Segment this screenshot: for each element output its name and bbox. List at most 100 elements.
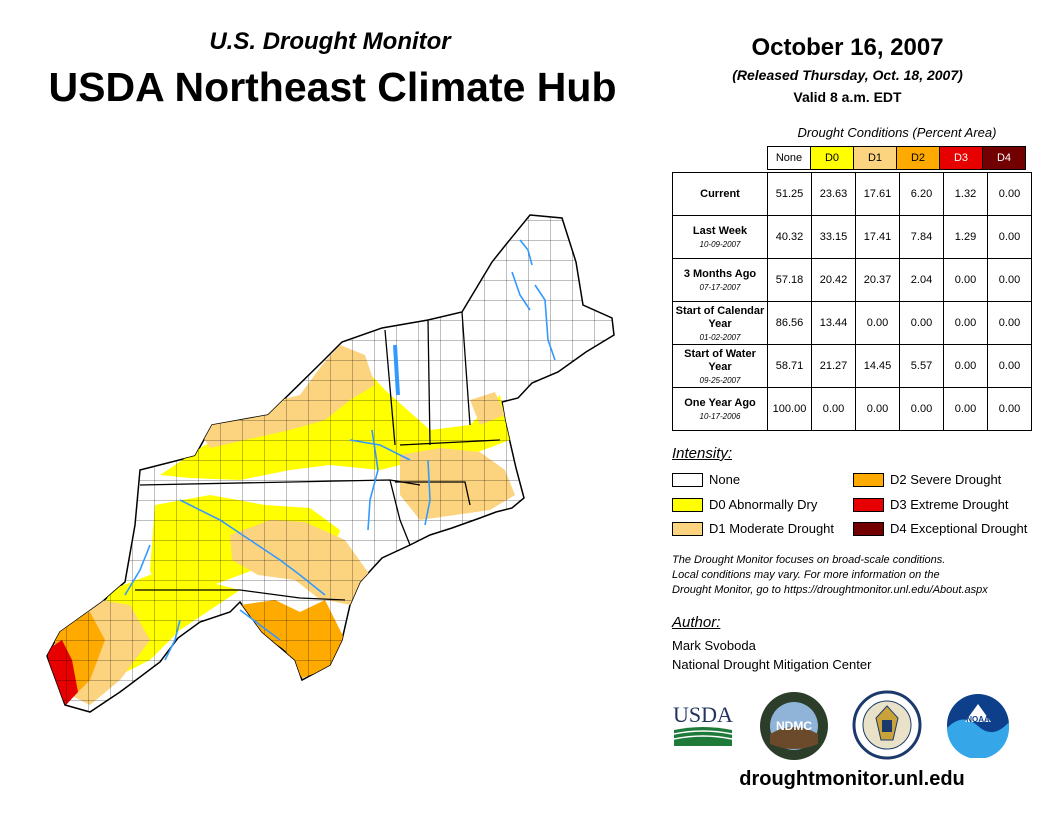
legend-item-d1: D1 Moderate Drought: [672, 521, 834, 536]
table-caption: Drought Conditions (Percent Area): [797, 125, 997, 140]
cell-d3: 0.00: [943, 387, 988, 431]
row-date: 10-09-2007: [699, 240, 741, 249]
cell-none: 58.71: [767, 344, 812, 388]
legend-swatch: [672, 521, 703, 536]
legend-label: D2 Severe Drought: [890, 472, 1002, 487]
row-label-cell: Start of Calendar Year 01-02-2007: [672, 301, 768, 345]
legend-swatch: [672, 472, 703, 487]
disclaimer-note: The Drought Monitor focuses on broad-sca…: [672, 553, 1042, 598]
row-label: Start of Water Year: [684, 347, 756, 373]
cell-d4: 0.00: [987, 301, 1032, 345]
cell-d2: 7.84: [899, 215, 944, 259]
legend-swatch: [853, 521, 884, 536]
table-row: 3 Months Ago 07-17-2007 57.18 20.42 20.37…: [672, 258, 1032, 302]
row-label-cell: Last Week 10-09-2007: [672, 215, 768, 259]
drought-map: [46, 214, 615, 713]
legend-item-none: None: [672, 472, 740, 487]
table-header-row: None D0 D1 D2 D3 D4: [767, 146, 1026, 170]
cell-d0: 23.63: [811, 172, 856, 216]
author-name: Mark Svoboda: [672, 638, 756, 653]
legend-label: D4 Exceptional Drought: [890, 521, 1028, 536]
cell-d2: 2.04: [899, 258, 944, 302]
row-date: 10-17-2006: [699, 412, 741, 421]
usda-logo-text: USDA: [673, 702, 733, 727]
legend-swatch: [672, 497, 703, 512]
legend-swatch: [853, 497, 884, 512]
row-date: 01-02-2007: [699, 332, 741, 342]
cell-d1: 20.37: [855, 258, 900, 302]
row-label: Start of Calendar Year: [675, 304, 765, 330]
rivers: [124, 271, 556, 661]
column-header-d3: D3: [939, 146, 983, 170]
cell-none: 86.56: [767, 301, 812, 345]
valid-time: Valid 8 a.m. EDT: [793, 89, 902, 105]
cell-d0: 13.44: [811, 301, 856, 345]
legend-title: Intensity:: [672, 445, 733, 462]
cell-d1: 17.61: [855, 172, 900, 216]
release-date: (Released Thursday, Oct. 18, 2007): [732, 67, 963, 83]
cell-d2: 6.20: [899, 172, 944, 216]
row-label-cell: One Year Ago 10-17-2006: [672, 387, 768, 431]
legend-item-d4: D4 Exceptional Drought: [853, 521, 1027, 536]
row-label: 3 Months Ago: [683, 268, 757, 280]
drought-stats-table: Current 51.25 23.63 17.61 6.20 1.32 0.00…: [672, 172, 1032, 431]
map-date: October 16, 2007: [751, 34, 944, 61]
cell-d1: 0.00: [855, 301, 900, 345]
usda-logo: USDA: [673, 702, 733, 746]
cell-d0: 20.42: [811, 258, 856, 302]
ndmc-logo: NDMC: [760, 692, 828, 760]
legend-item-d3: D3 Extreme Drought: [853, 497, 1009, 512]
noaa-logo: NOAA: [947, 694, 1009, 758]
cell-d2: 0.00: [899, 301, 944, 345]
cell-none: 100.00: [767, 387, 812, 431]
table-row: Current 51.25 23.63 17.61 6.20 1.32 0.00: [672, 172, 1032, 216]
cell-d0: 33.15: [811, 215, 856, 259]
row-label-cell: 3 Months Ago 07-17-2007: [672, 258, 768, 302]
row-date: 09-25-2007: [699, 375, 741, 385]
cell-none: 40.32: [767, 215, 812, 259]
cell-d2: 5.57: [899, 344, 944, 388]
column-header-none: None: [767, 146, 811, 170]
cell-d3: 0.00: [943, 344, 988, 388]
note-line: Drought Monitor, go to https://droughtmo…: [672, 584, 988, 596]
river-north: [519, 239, 533, 266]
map-subtitle: U.S. Drought Monitor: [209, 28, 451, 55]
cell-d2: 0.00: [899, 387, 944, 431]
cell-d1: 0.00: [855, 387, 900, 431]
note-line: Local conditions may vary. For more info…: [672, 569, 940, 581]
table-row: Start of Calendar Year 01-02-2007 86.56 1…: [672, 301, 1032, 345]
map-title: USDA Northeast Climate Hub: [48, 64, 617, 110]
cell-d4: 0.00: [987, 387, 1032, 431]
row-label-cell: Start of Water Year 09-25-2007: [672, 344, 768, 388]
legend-label: D3 Extreme Drought: [890, 497, 1009, 512]
legend-item-d0: D0 Abnormally Dry: [672, 497, 817, 512]
lake-champlain: [393, 344, 400, 396]
site-url: droughtmonitor.unl.edu: [739, 768, 965, 790]
county-boundaries: [47, 215, 614, 712]
state-boundaries: [135, 311, 501, 601]
table-row: One Year Ago 10-17-2006 100.00 0.00 0.00 …: [672, 387, 1032, 431]
cell-none: 51.25: [767, 172, 812, 216]
cell-d4: 0.00: [987, 344, 1032, 388]
legend-swatch: [853, 472, 884, 487]
row-date: 07-17-2007: [699, 283, 741, 292]
legend-item-d2: D2 Severe Drought: [853, 472, 1001, 487]
cell-d3: 1.29: [943, 215, 988, 259]
row-label: One Year Ago: [684, 397, 756, 409]
cell-d3: 0.00: [943, 258, 988, 302]
ndmc-logo-text: NDMC: [776, 719, 812, 733]
legend-label: None: [709, 472, 741, 487]
row-label: Last Week: [692, 225, 748, 237]
row-label: Current: [700, 187, 740, 200]
column-header-d1: D1: [853, 146, 897, 170]
cell-d0: 21.27: [811, 344, 856, 388]
column-header-d0: D0: [810, 146, 854, 170]
table-row: Start of Water Year 09-25-2007 58.71 21.2…: [672, 344, 1032, 388]
column-header-d2: D2: [896, 146, 940, 170]
cell-d4: 0.00: [987, 258, 1032, 302]
cell-d4: 0.00: [987, 215, 1032, 259]
cell-d1: 14.45: [855, 344, 900, 388]
table-row: Last Week 10-09-2007 40.32 33.15 17.41 7.…: [672, 215, 1032, 259]
cell-d3: 1.32: [943, 172, 988, 216]
column-header-d4: D4: [982, 146, 1026, 170]
